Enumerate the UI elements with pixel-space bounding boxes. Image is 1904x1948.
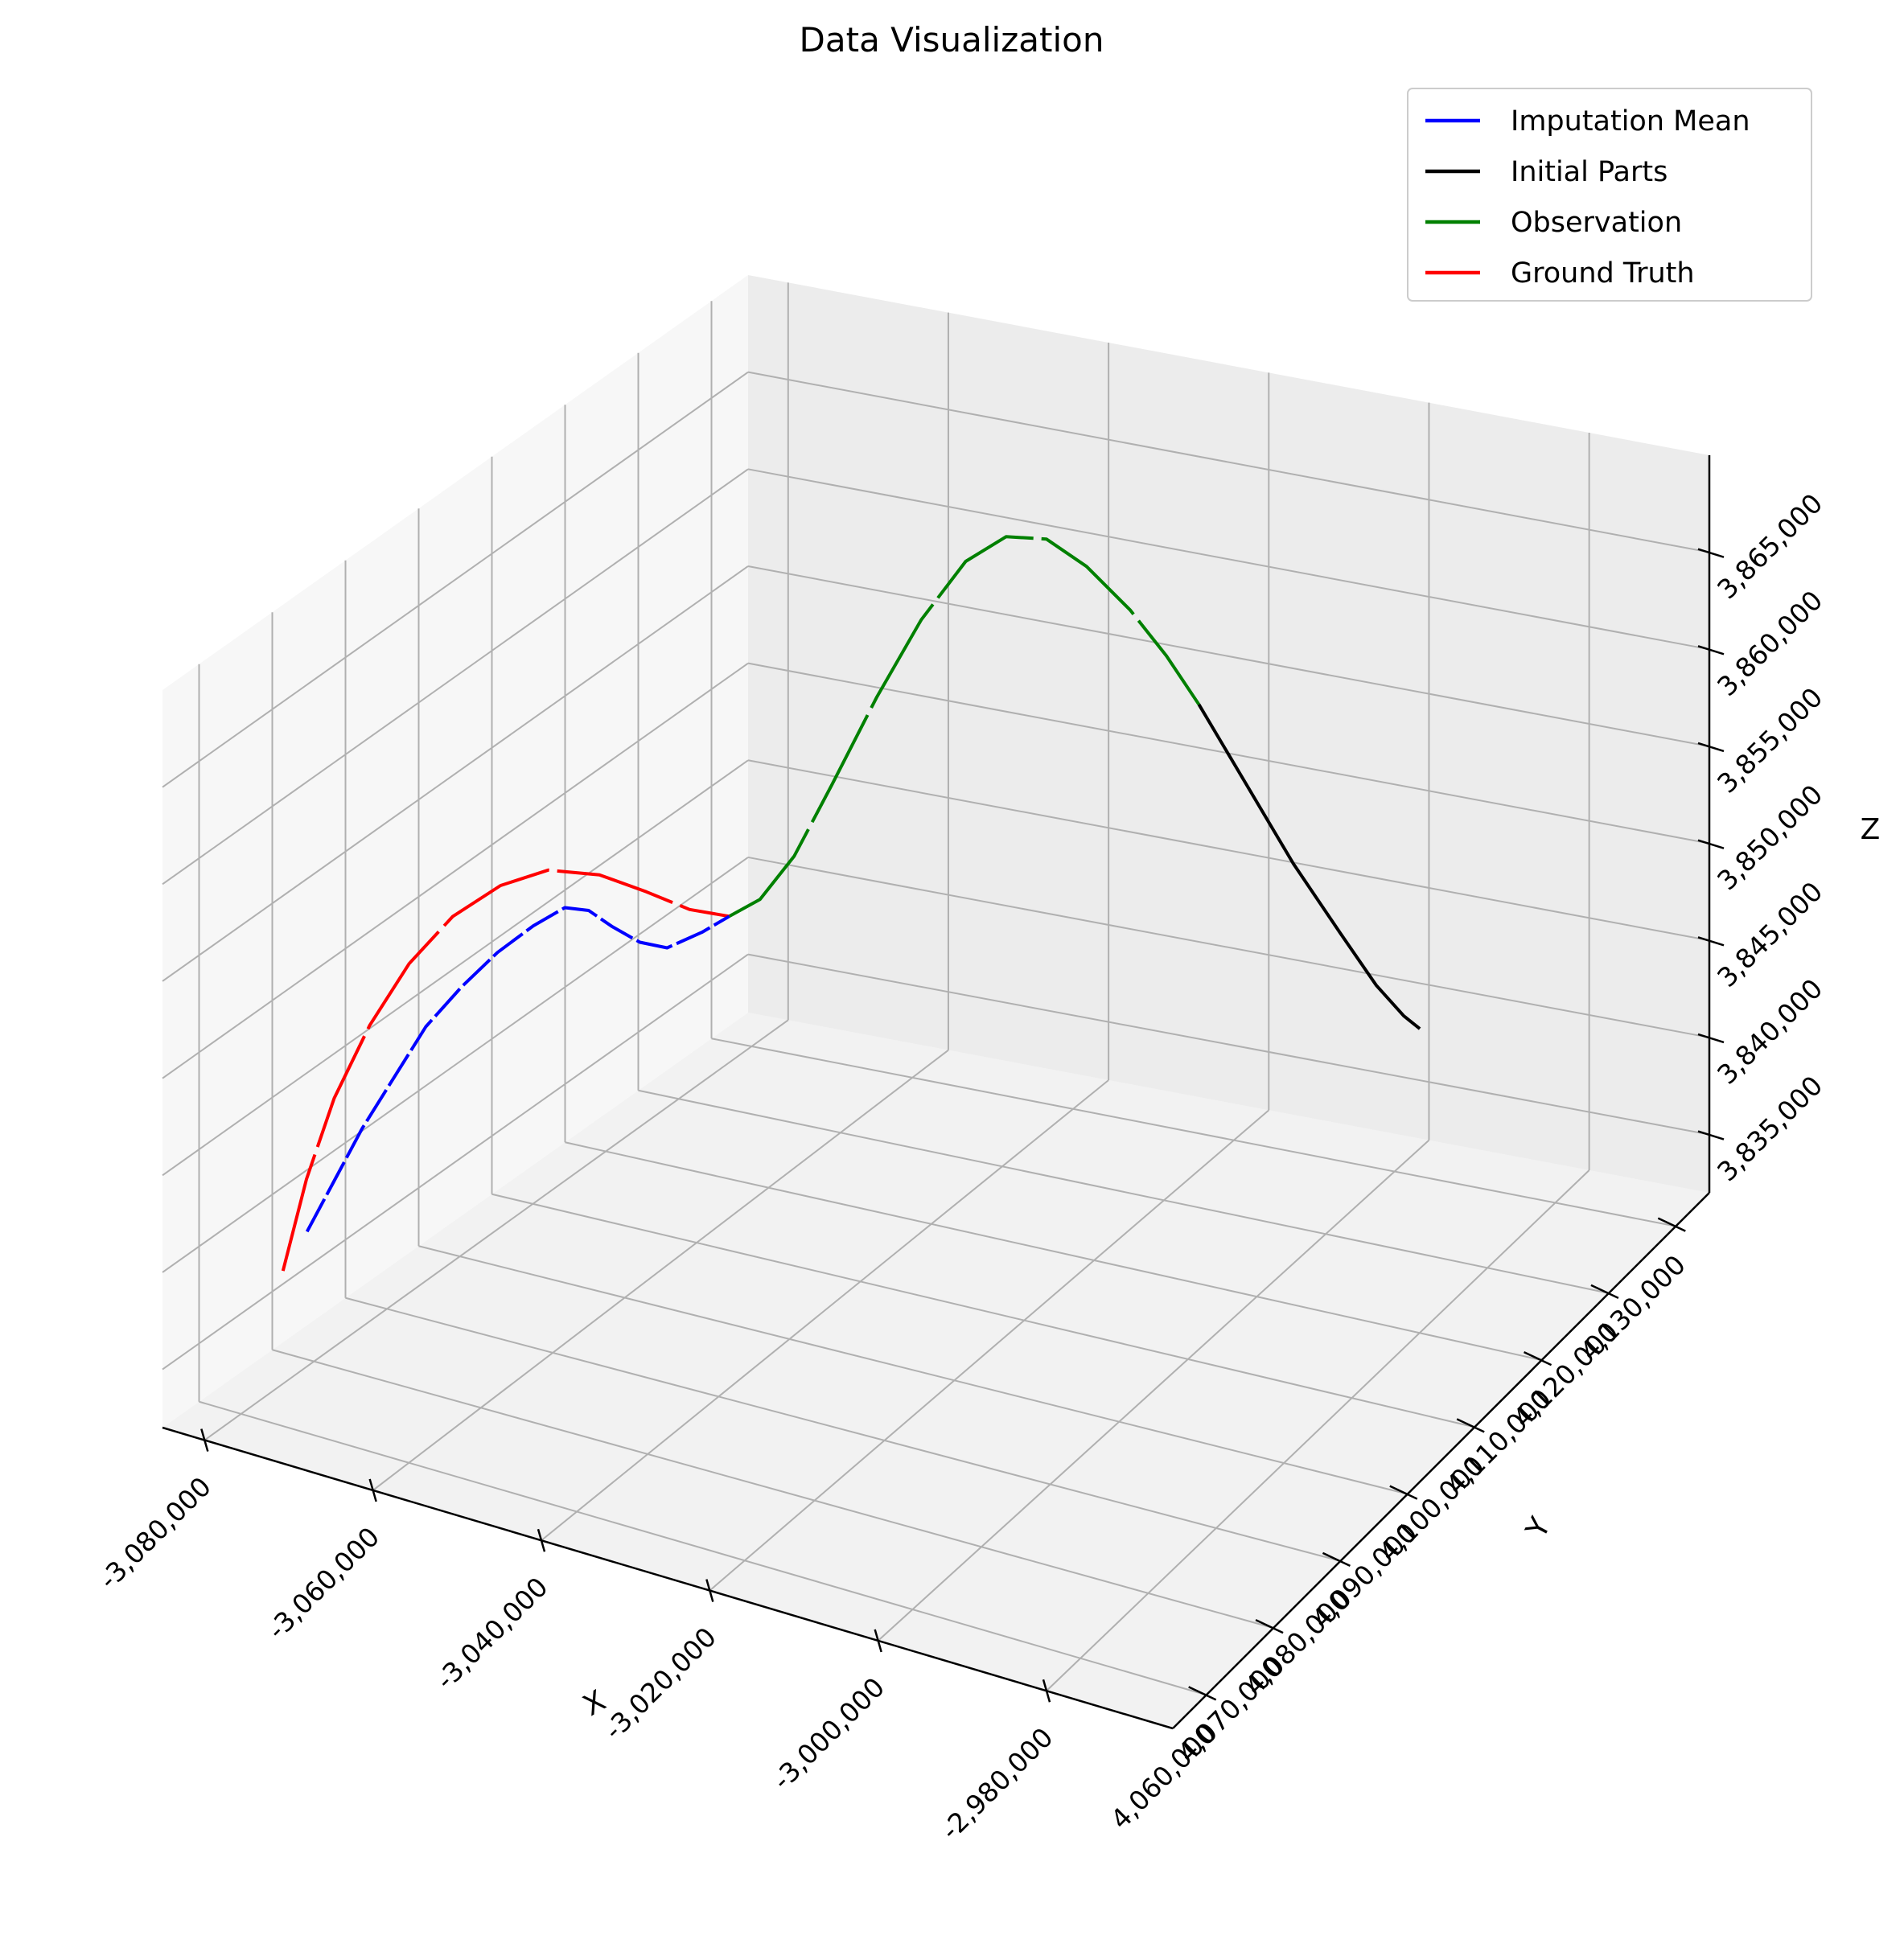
- grid-line-x-floor: [709, 1109, 1269, 1592]
- y-tick-mark: [1255, 1618, 1284, 1634]
- axis-panes: [162, 275, 1709, 1728]
- axes: [162, 455, 1711, 1730]
- grid-line-x-floor: [372, 1049, 949, 1491]
- grid-line-y-floor: [565, 1141, 1542, 1362]
- z-tick-mark: [1697, 742, 1725, 753]
- grid-line-y-floor: [711, 1038, 1676, 1227]
- z-tick-mark: [1697, 645, 1725, 655]
- grid-line-z-wall: [162, 565, 749, 982]
- x-tick-mark: [368, 1478, 377, 1502]
- x-tick-label: -3,080,000: [93, 1471, 217, 1596]
- left-wall-pane: [162, 275, 748, 1428]
- z-tick-mark: [1697, 1130, 1725, 1140]
- grid-line-x-floor: [204, 1019, 789, 1441]
- grid-lines: [162, 282, 1710, 1696]
- grid-line-y-floor: [272, 1349, 1274, 1629]
- grid-line-y-floor: [418, 1245, 1408, 1495]
- grid-line-x-floor: [877, 1139, 1430, 1642]
- series-line-observation: [728, 535, 1201, 919]
- grid-line-z-back: [747, 856, 1710, 1038]
- legend-frame: [1407, 88, 1812, 302]
- grid-line-y-floor: [199, 1400, 1207, 1696]
- x-tick-mark: [874, 1629, 882, 1653]
- back-wall-pane: [748, 275, 1709, 1193]
- y-axis-label: Y: [1519, 1511, 1557, 1543]
- z-tick-mark: [1697, 839, 1725, 849]
- legend-label: Imputation Mean: [1511, 105, 1750, 138]
- z-tick-label: 3,855,000: [1711, 681, 1828, 799]
- legend: Imputation Mean Initial Parts Observation G…: [1407, 88, 1812, 302]
- y-tick-mark: [1322, 1551, 1351, 1568]
- y-tick-mark: [1524, 1350, 1552, 1366]
- x-tick-mark: [705, 1579, 714, 1602]
- grid-line-x-floor: [541, 1079, 1109, 1542]
- grid-line-z-wall: [162, 468, 749, 886]
- grid-line-z-wall: [162, 371, 749, 788]
- legend-label: Observation: [1511, 207, 1682, 239]
- grid-line-z-wall: [162, 662, 749, 1079]
- grid-line-y-floor: [491, 1193, 1475, 1428]
- z-tick-label: 3,835,000: [1711, 1070, 1828, 1187]
- z-tick-mark: [1697, 548, 1725, 558]
- x-tick-label: -3,040,000: [430, 1571, 554, 1695]
- y-axis-line: [1172, 1192, 1710, 1729]
- y-tick-mark: [1456, 1418, 1485, 1433]
- series-line-imputation-mean: [305, 906, 730, 1233]
- z-tick-label: 3,840,000: [1711, 972, 1828, 1090]
- grid-line-z-back: [747, 468, 1710, 651]
- z-tick-mark: [1697, 936, 1725, 947]
- x-tick-mark: [537, 1528, 546, 1552]
- z-tick-label: 3,860,000: [1711, 585, 1828, 702]
- x-tick-mark: [200, 1428, 209, 1452]
- grid-line-z-back: [747, 565, 1710, 747]
- x-tick-label: -2,980,000: [935, 1721, 1059, 1846]
- z-tick-label: 3,845,000: [1711, 876, 1828, 993]
- grid-line-z-back: [747, 371, 1710, 553]
- z-tick-mark: [1697, 1033, 1725, 1044]
- grid-line-z-back: [747, 953, 1710, 1136]
- x-tick-label: -3,020,000: [598, 1621, 722, 1746]
- grid-line-y-floor: [638, 1089, 1610, 1294]
- data-series: [281, 535, 1421, 1272]
- grid-line-x-floor: [1046, 1169, 1590, 1691]
- grid-line-z-wall: [162, 953, 749, 1371]
- y-tick-mark: [1389, 1485, 1418, 1500]
- y-tick-mark: [1188, 1686, 1217, 1701]
- grid-line-z-back: [747, 759, 1710, 942]
- z-tick-label: 3,850,000: [1711, 779, 1828, 896]
- x-tick-label: -3,060,000: [261, 1521, 386, 1646]
- x-tick-mark: [1042, 1679, 1051, 1703]
- grid-line-y-floor: [345, 1297, 1341, 1562]
- x-axis-line: [162, 1426, 1174, 1730]
- grid-line-z-wall: [162, 759, 749, 1177]
- legend-label: Initial Parts: [1511, 156, 1668, 188]
- legend-label: Ground Truth: [1511, 257, 1695, 290]
- z-tick-label: 3,865,000: [1711, 487, 1828, 605]
- y-tick-mark: [1657, 1217, 1686, 1232]
- grid-line-z-wall: [162, 857, 749, 1273]
- z-axis-label: Z: [1861, 813, 1881, 846]
- series-line-initial-parts: [1197, 703, 1421, 1030]
- y-tick-mark: [1590, 1284, 1619, 1300]
- x-tick-label: -3,000,000: [767, 1671, 891, 1796]
- series-line-ground-truth: [281, 868, 730, 1272]
- chart-title: Data Visualization: [800, 20, 1104, 60]
